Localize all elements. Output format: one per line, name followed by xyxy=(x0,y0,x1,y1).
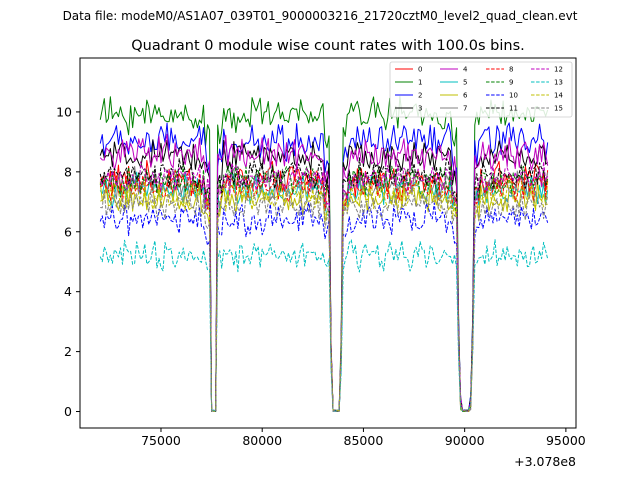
series-line-15 xyxy=(100,189,549,412)
legend-label-11: 11 xyxy=(509,105,518,113)
series-layer xyxy=(99,95,549,413)
y-tick-label: 4 xyxy=(64,284,72,299)
legend-label-13: 13 xyxy=(554,79,563,87)
y-tick-label: 0 xyxy=(64,404,72,419)
legend-label-14: 14 xyxy=(554,92,563,100)
y-axis: 0 2 4 6 8 10 xyxy=(56,104,80,419)
x-tick-label: 95000 xyxy=(546,433,586,448)
y-tick-label: 8 xyxy=(64,164,72,179)
legend-label-2: 2 xyxy=(418,92,422,100)
x-offset-label: +3.078e8 xyxy=(514,454,576,469)
legend-label-0: 0 xyxy=(418,66,422,74)
y-tick-label: 6 xyxy=(64,224,72,239)
legend-label-7: 7 xyxy=(463,105,467,113)
legend-label-4: 4 xyxy=(463,66,468,74)
chart-title: Quadrant 0 module wise count rates with … xyxy=(131,38,525,54)
suptitle: Data file: modeM0/AS1A07_039T01_90000032… xyxy=(63,9,578,23)
legend-label-3: 3 xyxy=(418,105,422,113)
x-tick-label: 85000 xyxy=(344,433,384,448)
x-tick-label: 75000 xyxy=(141,433,181,448)
series-line-10 xyxy=(99,202,549,412)
legend-box xyxy=(389,61,573,118)
legend-label-1: 1 xyxy=(418,79,422,87)
x-tick-label: 80000 xyxy=(242,433,282,448)
y-tick-label: 2 xyxy=(64,344,72,359)
legend-label-6: 6 xyxy=(463,92,468,100)
y-tick-label: 10 xyxy=(56,104,72,119)
series-line-12 xyxy=(99,161,549,412)
x-tick-label: 90000 xyxy=(445,433,485,448)
legend-label-10: 10 xyxy=(509,92,518,100)
legend-label-8: 8 xyxy=(509,66,513,74)
legend-label-12: 12 xyxy=(554,66,563,74)
legend-label-15: 15 xyxy=(554,105,563,113)
legend-label-5: 5 xyxy=(463,79,467,87)
legend-label-9: 9 xyxy=(509,79,513,87)
x-axis: 75000 80000 85000 90000 95000 xyxy=(141,428,586,448)
plot-frame xyxy=(79,57,577,429)
